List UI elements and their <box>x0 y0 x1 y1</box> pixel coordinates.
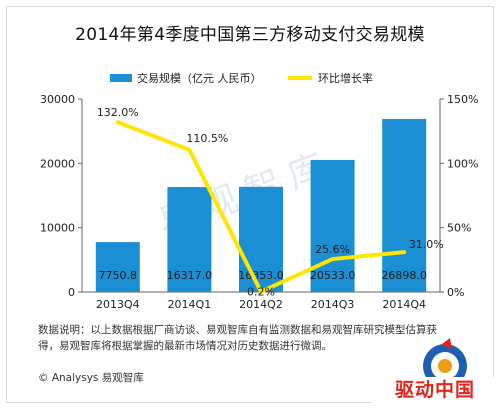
growth-line <box>115 120 407 294</box>
x-tick-label: 2013Q4 <box>96 298 140 311</box>
y-right-tick-label: 50% <box>447 222 471 235</box>
bar-2014Q1 <box>167 187 212 292</box>
y-left-tick-label: 10000 <box>40 222 75 235</box>
logo-wordmark: 驱动中国 <box>372 377 498 403</box>
chart-title: 2014年第4季度中国第三方移动支付交易规模 <box>75 25 425 45</box>
bar-value-label: 20533.0 <box>310 269 356 282</box>
legend-swatch-volume <box>110 74 132 82</box>
y-left-tick-label: 20000 <box>40 157 75 170</box>
copyright-text: © Analysys 易观智库 <box>38 372 144 384</box>
bar-2014Q3 <box>310 159 355 292</box>
bar-value-label: 16353.0 <box>238 269 284 282</box>
y-left-tick-label: 0 <box>68 286 75 299</box>
x-tick-label: 2014Q4 <box>382 298 426 311</box>
bar-value-label: 16317.0 <box>167 269 213 282</box>
legend-label-growth: 环比增长率 <box>318 71 373 85</box>
growth-value-label: 0.2% <box>247 286 275 299</box>
growth-value-label: 132.0% <box>97 106 139 119</box>
y-right-tick-label: 100% <box>447 157 478 170</box>
bar-2013Q4 <box>95 242 140 292</box>
data-note: 数据说明：以上数据根据厂商访谈、易观智库自有监测数据和易观智库研究模型估算获得，… <box>38 324 437 352</box>
x-tick-label: 2014Q1 <box>168 298 212 311</box>
growth-value-label: 110.5% <box>186 132 228 145</box>
y-right-tick-label: 0% <box>447 286 464 299</box>
bar-value-label: 7750.8 <box>99 269 138 282</box>
y-left-tick-label: 30000 <box>40 93 75 106</box>
bar-value-label: 26898.0 <box>381 269 427 282</box>
x-tick-label: 2014Q3 <box>311 298 355 311</box>
y-right-tick-label: 150% <box>447 93 478 106</box>
x-tick-label: 2014Q2 <box>239 298 283 311</box>
bar-2014Q2 <box>239 186 283 292</box>
legend-label-volume: 交易规模（亿元 人民币） <box>137 71 262 85</box>
bar-2014Q4 <box>382 118 427 292</box>
growth-value-label: 25.6% <box>315 243 350 256</box>
growth-value-label: 31.0% <box>409 238 444 251</box>
